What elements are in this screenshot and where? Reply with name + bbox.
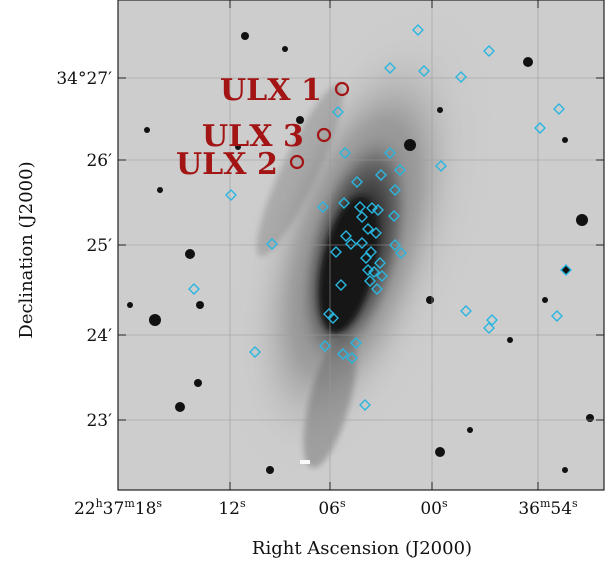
x-tick-label: 22h37m18s bbox=[74, 497, 162, 519]
source-diamond-marker bbox=[376, 270, 388, 282]
source-diamond-marker bbox=[360, 252, 372, 264]
source-diamond-marker bbox=[560, 264, 572, 276]
source-diamond-marker bbox=[330, 246, 342, 258]
source-diamond-marker bbox=[356, 237, 368, 249]
source-diamond-marker bbox=[188, 283, 200, 295]
source-diamond-marker bbox=[455, 71, 467, 83]
source-diamond-marker bbox=[351, 176, 363, 188]
source-diamond-marker bbox=[317, 201, 329, 213]
source-diamond-marker bbox=[340, 230, 352, 242]
source-diamond-marker bbox=[319, 340, 331, 352]
source-diamond-marker bbox=[356, 211, 368, 223]
source-diamond-marker bbox=[365, 246, 377, 258]
source-diamond-marker bbox=[335, 279, 347, 291]
source-diamond-marker bbox=[370, 227, 382, 239]
source-diamond-marker bbox=[249, 346, 261, 358]
source-diamond-marker bbox=[394, 164, 406, 176]
y-tick-label: 24′ bbox=[86, 326, 112, 346]
y-axis-title: Declination (J2000) bbox=[16, 161, 37, 338]
y-tick-label: 34°27′ bbox=[56, 69, 112, 89]
source-diamond-marker bbox=[364, 275, 376, 287]
x-tick-label: 00s bbox=[420, 497, 448, 519]
source-diamond-marker bbox=[412, 24, 424, 36]
ulx2-circle bbox=[289, 154, 305, 170]
source-diamond-marker bbox=[460, 305, 472, 317]
source-diamond-marker bbox=[435, 160, 447, 172]
source-diamond-marker bbox=[366, 202, 378, 214]
source-diamond-marker bbox=[345, 238, 357, 250]
ulx2-label: ULX 2 bbox=[176, 147, 278, 182]
source-diamond-marker bbox=[534, 122, 546, 134]
source-diamond-marker bbox=[389, 184, 401, 196]
source-markers bbox=[188, 24, 572, 411]
x-tick-label: 36m54s bbox=[518, 497, 578, 519]
source-diamond-marker bbox=[553, 103, 565, 115]
source-diamond-marker bbox=[332, 106, 344, 118]
x-tick-label: 12s bbox=[218, 497, 246, 519]
source-diamond-marker bbox=[359, 399, 371, 411]
source-diamond-marker bbox=[225, 189, 237, 201]
source-diamond-marker bbox=[362, 223, 374, 235]
x-axis-title: Right Ascension (J2000) bbox=[252, 538, 472, 559]
source-diamond-marker bbox=[483, 322, 495, 334]
x-tick-label: 06s bbox=[318, 497, 346, 519]
source-diamond-marker bbox=[486, 314, 498, 326]
source-diamond-marker bbox=[483, 45, 495, 57]
source-diamond-marker bbox=[362, 264, 374, 276]
y-tick-label: 26′ bbox=[86, 151, 112, 171]
source-diamond-marker bbox=[384, 62, 396, 74]
source-diamond-marker bbox=[374, 257, 386, 269]
ulx1-circle bbox=[334, 81, 350, 97]
source-diamond-marker bbox=[327, 312, 339, 324]
ulx3-label: ULX 3 bbox=[202, 119, 304, 154]
source-diamond-marker bbox=[395, 247, 407, 259]
ulx-circles bbox=[289, 81, 350, 170]
source-diamond-marker bbox=[266, 238, 278, 250]
y-tick-label: 25′ bbox=[86, 236, 112, 256]
source-diamond-marker bbox=[338, 197, 350, 209]
source-diamond-marker bbox=[389, 239, 401, 251]
y-tick-label: 23′ bbox=[86, 411, 112, 431]
source-diamond-marker bbox=[346, 352, 358, 364]
source-diamond-marker bbox=[368, 266, 380, 278]
source-diamond-marker bbox=[384, 147, 396, 159]
source-diamond-marker bbox=[354, 201, 366, 213]
source-diamond-marker bbox=[551, 310, 563, 322]
source-diamond-marker bbox=[350, 337, 362, 349]
ulx1-label: ULX 1 bbox=[220, 73, 322, 108]
source-diamond-marker bbox=[388, 210, 400, 222]
source-diamond-marker bbox=[372, 204, 384, 216]
source-diamond-marker bbox=[339, 147, 351, 159]
source-diamond-marker bbox=[371, 283, 383, 295]
galaxy-image bbox=[118, 0, 604, 490]
source-diamond-marker bbox=[375, 169, 387, 181]
source-diamond-marker bbox=[418, 65, 430, 77]
source-diamond-marker bbox=[337, 348, 349, 360]
ulx3-circle bbox=[316, 127, 332, 143]
